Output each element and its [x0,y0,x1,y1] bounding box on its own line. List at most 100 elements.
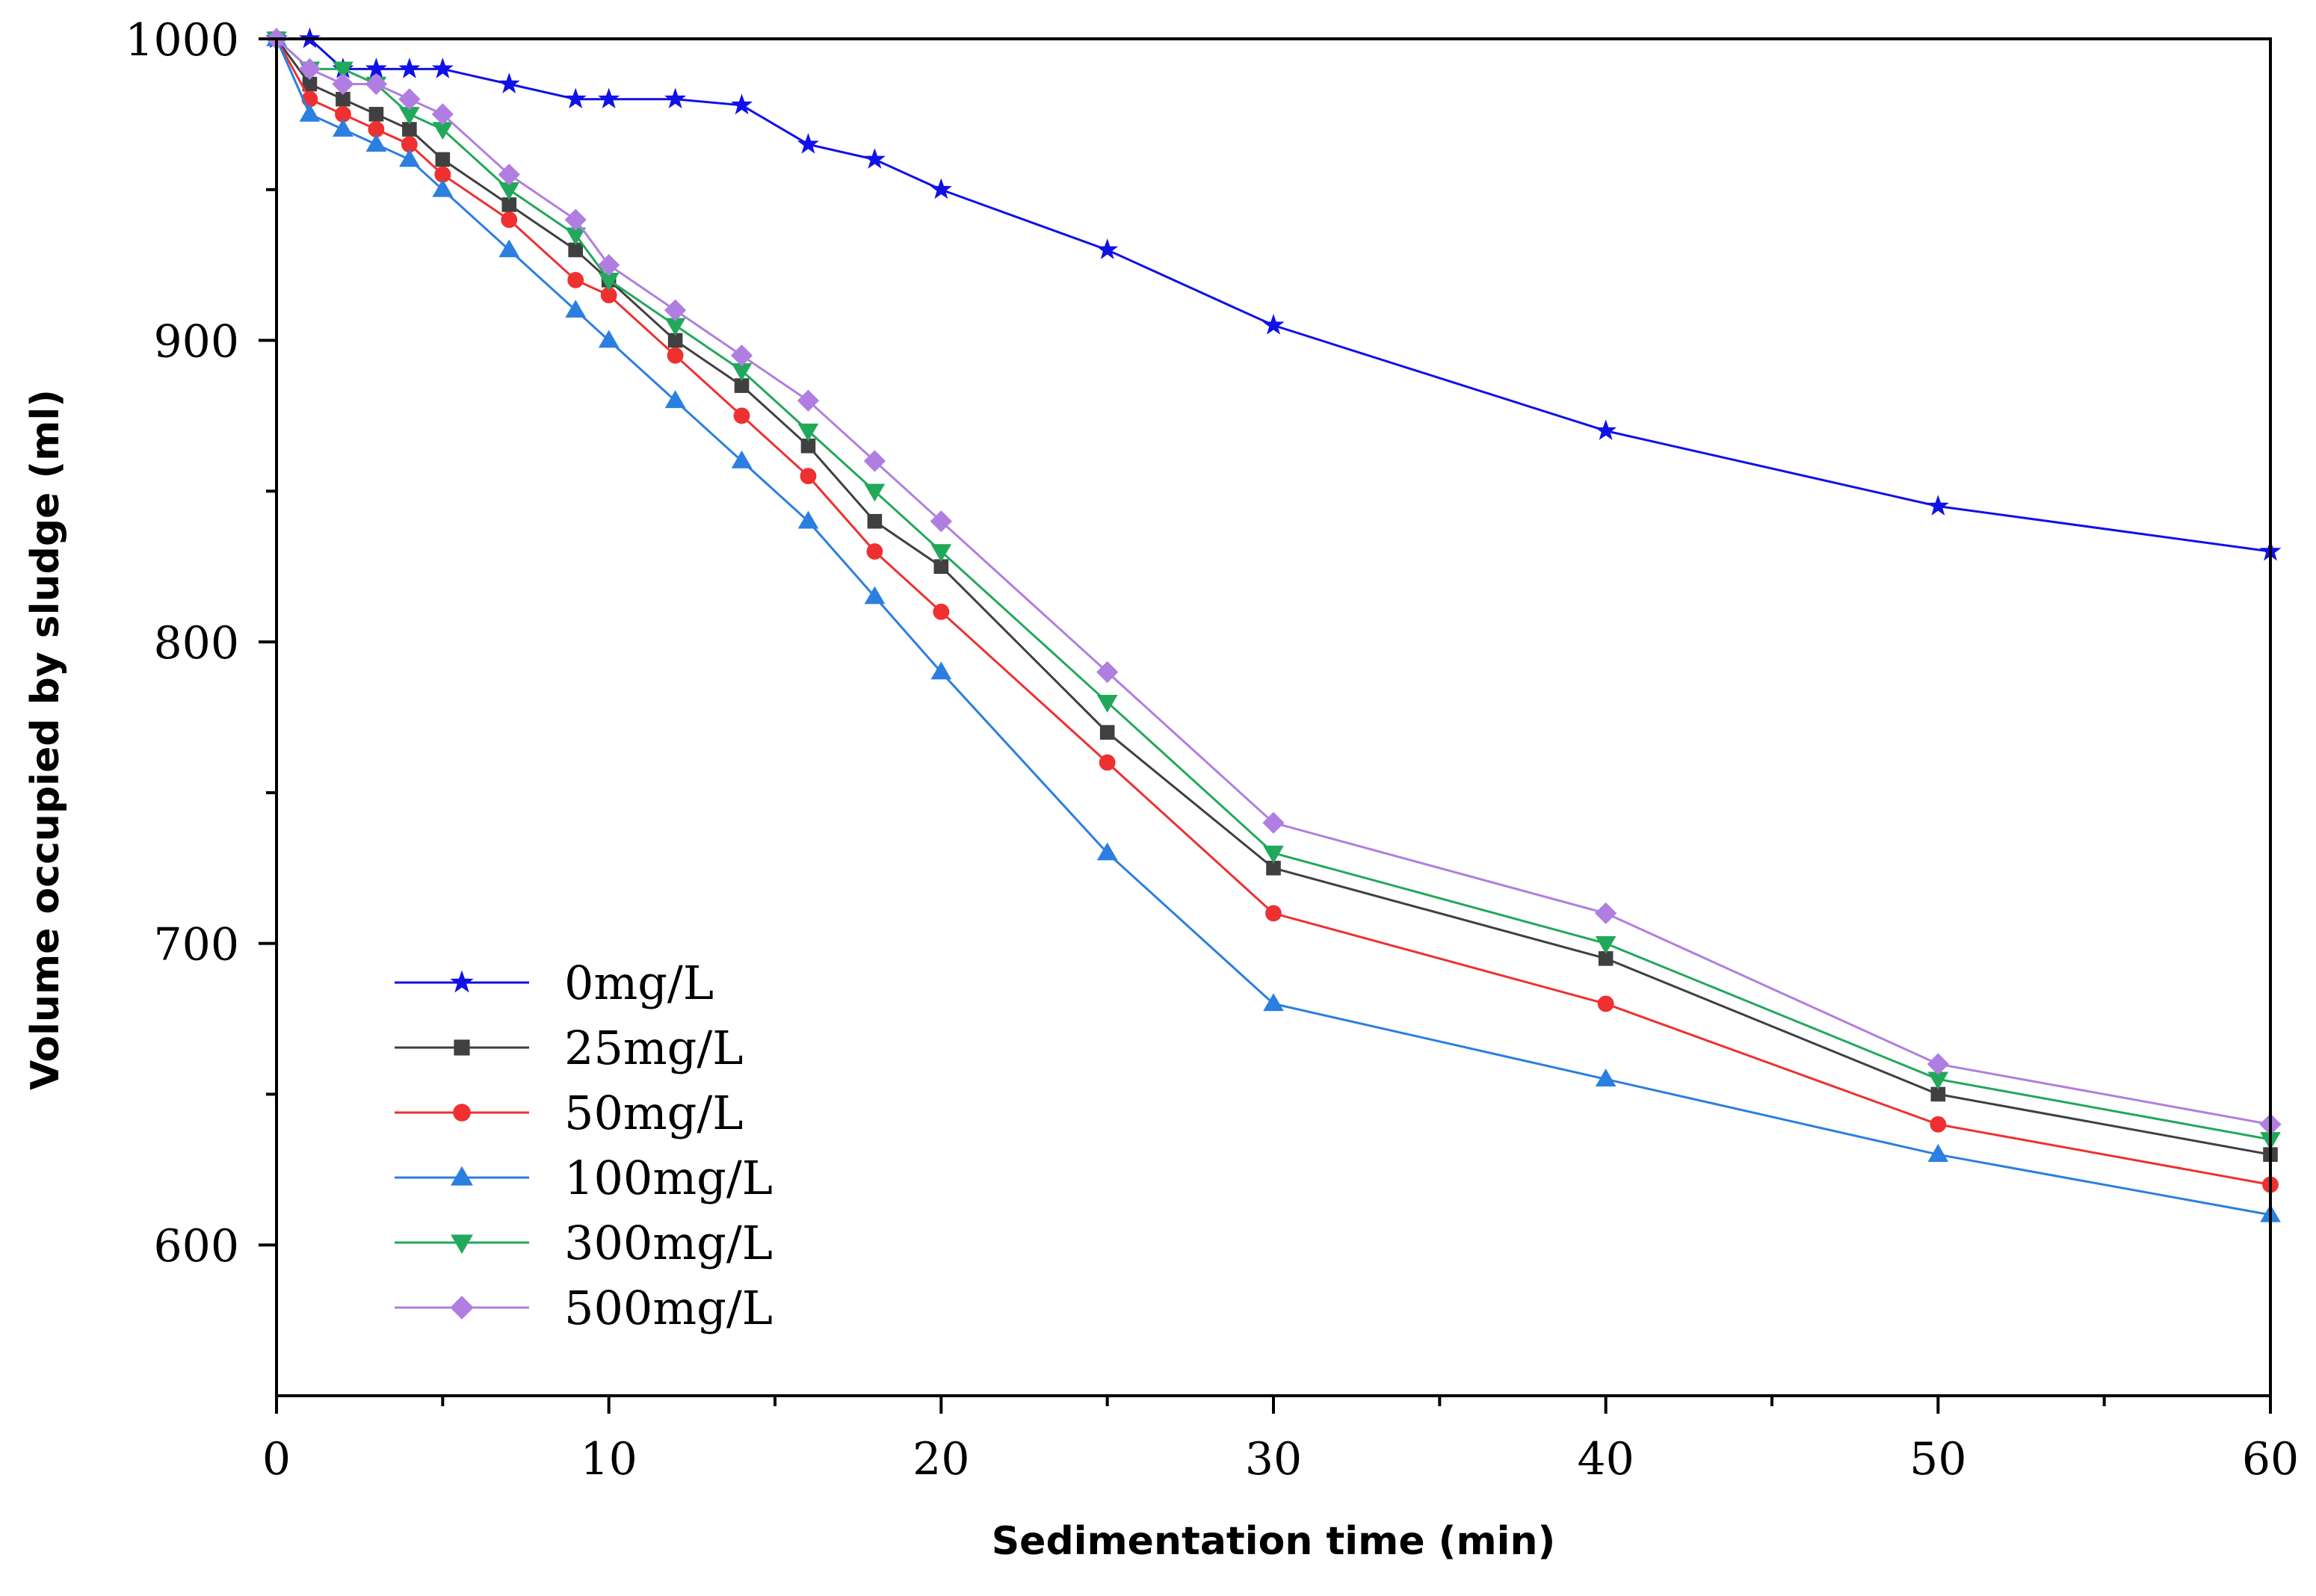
legend-item: 0mg/L [395,956,714,1010]
legend-marker [451,1234,473,1255]
data-point [731,450,753,468]
data-point [731,93,753,115]
x-tick-label: 0 [262,1433,291,1485]
data-point [930,544,952,563]
data-point [867,513,883,529]
data-point [1927,1053,1949,1075]
legend-item: 500mg/L [395,1281,773,1335]
y-tick-label: 1000 [125,14,239,66]
data-point [498,72,520,93]
series-0 [265,27,2282,561]
y-tick-label: 700 [153,919,239,971]
data-point [797,423,819,442]
legend-item: 300mg/L [395,1216,773,1270]
data-point [933,603,950,620]
data-point [664,390,686,409]
series-2 [268,31,2279,1193]
legend-label: 0mg/L [564,956,714,1010]
y-tick-label: 600 [153,1220,239,1272]
data-point [730,344,753,367]
data-point [1262,811,1285,834]
data-point [1595,902,1617,924]
data-point [399,149,420,167]
y-axis-title: Volume occupied by sludge (ml) [23,389,68,1090]
data-point [598,254,620,276]
data-point [1595,935,1616,954]
legend-item: 25mg/L [395,1021,743,1075]
data-point [501,211,518,229]
series-5 [265,28,2282,1136]
data-point [333,118,353,137]
data-point [1096,238,1119,259]
data-point [368,107,384,122]
data-point [431,58,454,78]
data-point [1096,695,1118,713]
data-point [864,483,886,502]
data-point [564,208,587,231]
legend-label: 25mg/L [564,1021,743,1075]
x-tick-label: 30 [1245,1433,1302,1485]
data-point [863,450,886,472]
legend-marker [453,1104,471,1122]
data-point [1595,419,1617,440]
data-point [667,347,684,364]
data-point [398,88,421,111]
y-tick-label: 800 [153,617,239,669]
data-point [564,87,587,109]
data-point [498,239,520,258]
x-axis-title: Sedimentation time (min) [992,1519,1556,1564]
data-point [1262,314,1285,335]
data-point [800,468,817,485]
legend-item: 50mg/L [395,1086,743,1140]
data-point [598,87,620,109]
data-point [733,407,750,424]
data-point [299,103,321,122]
data-point [1597,995,1614,1012]
legend: 0mg/L 25mg/L 50mg/L 100mg/L 300mg/L 500mg/L [395,956,773,1335]
data-point [930,178,952,200]
series-layer [265,27,2282,1222]
axes-layer: 0 10 20 30 40 50 60 600 700 800 900 1000 [125,14,2299,1485]
data-point [930,661,952,680]
data-point [567,271,584,288]
data-point [1930,1116,1947,1133]
data-point [863,148,886,169]
x-tick-label: 60 [2242,1433,2299,1485]
x-tick-label: 10 [580,1433,637,1485]
data-point [1263,845,1284,864]
data-point [1096,842,1118,861]
data-point [797,510,819,529]
legend-item: 100mg/L [395,1151,773,1205]
data-point [365,134,387,152]
legend-marker [450,970,474,993]
data-point [565,300,587,318]
data-point [1096,661,1119,684]
data-point [1263,993,1284,1012]
legend-marker [451,1166,473,1186]
legend-label: 500mg/L [564,1281,773,1335]
y-tick-label: 900 [153,316,239,368]
data-point [1099,725,1115,740]
data-point [797,132,819,154]
data-point [930,510,952,533]
x-tick-label: 20 [912,1433,969,1485]
legend-label: 50mg/L [564,1086,743,1140]
data-point [365,72,388,96]
data-point [435,152,451,167]
series-1 [269,31,2278,1162]
legend-label: 100mg/L [564,1151,773,1205]
data-point [664,87,687,109]
data-point [598,330,620,348]
data-point [1265,905,1282,922]
data-point [1927,495,1949,516]
legend-marker [450,1296,474,1320]
data-point [432,179,454,197]
x-tick-label: 50 [1909,1433,1966,1485]
data-point [498,163,520,186]
x-tick-label: 40 [1577,1433,1634,1485]
data-point [333,61,353,80]
data-point [864,586,886,604]
